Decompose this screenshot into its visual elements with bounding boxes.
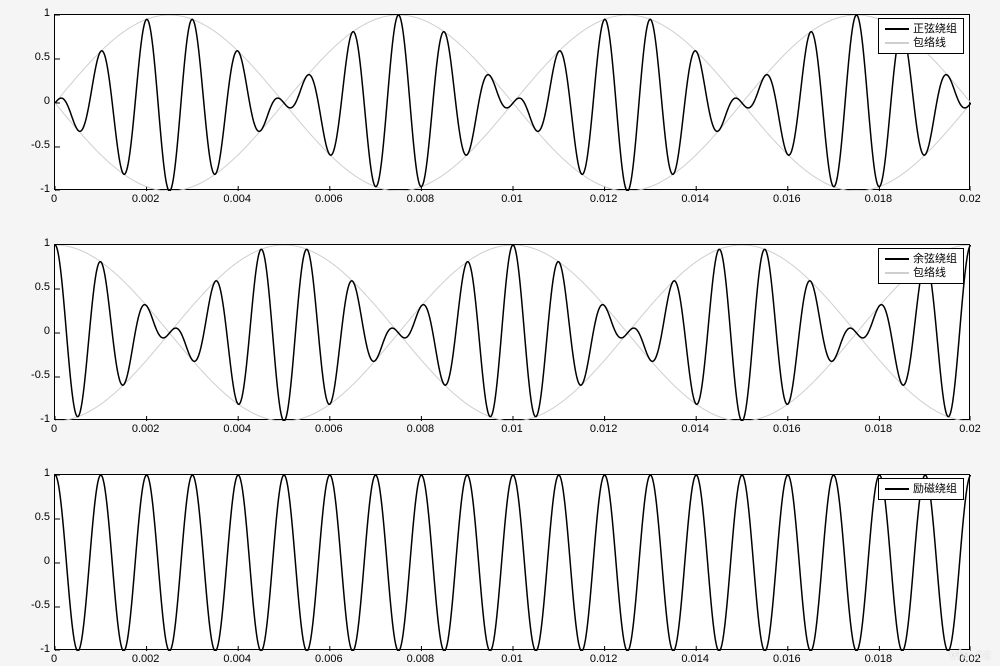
x-tick-label: 0.008 (405, 193, 435, 205)
x-tick-label: 0.01 (497, 193, 527, 205)
chart-plot-area (55, 245, 971, 421)
x-tick-label: 0.012 (589, 653, 619, 665)
legend-label: 包络线 (913, 36, 946, 50)
y-tick-label: -0.5 (31, 599, 50, 611)
y-tick-label: 1 (44, 7, 50, 19)
series-cosine-winding-signal (55, 245, 971, 421)
y-tick-label: 0.5 (35, 281, 50, 293)
x-tick-label: 0.002 (131, 423, 161, 435)
x-tick-label: 0.014 (680, 653, 710, 665)
y-tick-label: 0.5 (35, 511, 50, 523)
chart-cosine-winding (54, 244, 970, 420)
legend-swatch (885, 488, 909, 490)
x-tick-label: 0.02 (955, 193, 985, 205)
x-tick-label: 0.02 (955, 423, 985, 435)
series-envelope (55, 245, 971, 421)
x-tick-label: 0.012 (589, 193, 619, 205)
x-tick-label: 0.01 (497, 653, 527, 665)
y-tick-label: 0 (44, 95, 50, 107)
legend: 正弦绕组包络线 (878, 18, 964, 54)
x-tick-label: 0.004 (222, 653, 252, 665)
x-tick-label: 0.008 (405, 423, 435, 435)
x-tick-label: 0.002 (131, 193, 161, 205)
series-sine-winding-signal (55, 15, 971, 191)
legend-label: 正弦绕组 (913, 22, 957, 36)
x-tick-label: 0.006 (314, 423, 344, 435)
x-tick-label: 0.012 (589, 423, 619, 435)
series-envelope (55, 245, 971, 421)
series-excitation-signal (55, 475, 971, 651)
x-tick-label: 0.018 (863, 193, 893, 205)
chart-excitation-winding (54, 474, 970, 650)
y-tick-label: 0.5 (35, 51, 50, 63)
x-tick-label: 0.016 (772, 193, 802, 205)
x-tick-label: 0.018 (863, 423, 893, 435)
x-tick-label: 0.016 (772, 653, 802, 665)
y-tick-label: 0 (44, 555, 50, 567)
watermark-text: vfe.cc (949, 646, 992, 662)
legend: 余弦绕组包络线 (878, 248, 964, 284)
chart-sine-winding (54, 14, 970, 190)
y-tick-label: 1 (44, 467, 50, 479)
legend-swatch (885, 272, 909, 274)
legend-item: 包络线 (885, 36, 957, 50)
x-tick-label: 0.006 (314, 193, 344, 205)
legend-label: 包络线 (913, 266, 946, 280)
legend-label: 余弦绕组 (913, 252, 957, 266)
x-tick-label: 0.006 (314, 653, 344, 665)
x-tick-label: 0.004 (222, 193, 252, 205)
x-tick-label: 0.018 (863, 653, 893, 665)
legend-item: 励磁绕组 (885, 482, 957, 496)
legend-item: 余弦绕组 (885, 252, 957, 266)
x-tick-label: 0.014 (680, 193, 710, 205)
y-tick-label: -0.5 (31, 369, 50, 381)
x-tick-label: 0.01 (497, 423, 527, 435)
chart-plot-area (55, 15, 971, 191)
y-tick-label: 0 (44, 325, 50, 337)
legend-label: 励磁绕组 (913, 482, 957, 496)
chart-plot-area (55, 475, 971, 651)
y-tick-label: 1 (44, 237, 50, 249)
legend: 励磁绕组 (878, 478, 964, 500)
x-tick-label: 0.014 (680, 423, 710, 435)
x-tick-label: 0.008 (405, 653, 435, 665)
legend-swatch (885, 42, 909, 44)
legend-item: 正弦绕组 (885, 22, 957, 36)
x-tick-label: 0.004 (222, 423, 252, 435)
x-tick-label: 0 (39, 193, 69, 205)
x-tick-label: 0.016 (772, 423, 802, 435)
legend-swatch (885, 258, 909, 260)
legend-swatch (885, 28, 909, 30)
legend-item: 包络线 (885, 266, 957, 280)
x-tick-label: 0 (39, 653, 69, 665)
y-tick-label: -0.5 (31, 139, 50, 151)
x-tick-label: 0 (39, 423, 69, 435)
x-tick-label: 0.002 (131, 653, 161, 665)
